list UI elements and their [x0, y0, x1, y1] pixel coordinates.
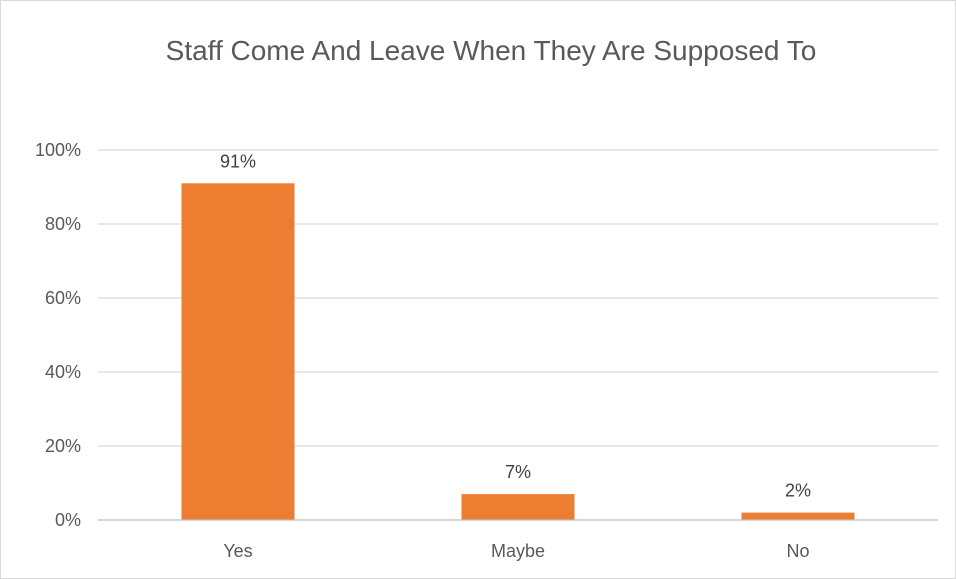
data-label: 7% — [505, 462, 531, 482]
y-tick-label: 0% — [55, 510, 81, 530]
y-tick-label: 40% — [45, 362, 81, 382]
data-label: 91% — [220, 151, 256, 171]
chart-title: Staff Come And Leave When They Are Suppo… — [165, 35, 817, 66]
y-tick-label: 20% — [45, 436, 81, 456]
data-label: 2% — [785, 481, 811, 501]
y-tick-label: 60% — [45, 288, 81, 308]
y-tick-label: 80% — [45, 214, 81, 234]
y-tick-label: 100% — [35, 140, 81, 160]
bar — [181, 183, 295, 521]
x-tick-label: No — [786, 541, 809, 561]
x-tick-label: Yes — [223, 541, 252, 561]
bar — [461, 494, 575, 520]
bar — [741, 512, 855, 520]
x-tick-label: Maybe — [491, 541, 545, 561]
